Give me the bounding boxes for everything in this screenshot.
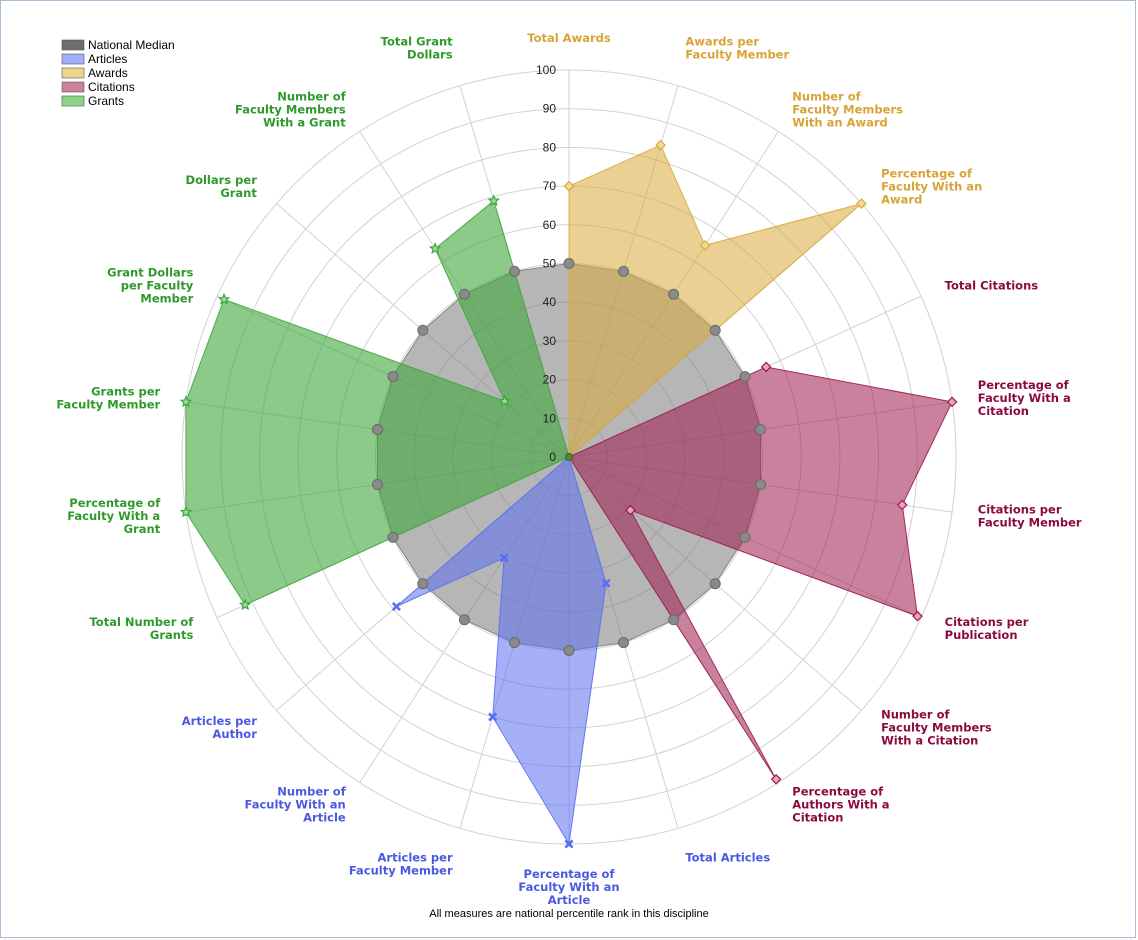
category-label-dollars-per-grant: Dollars per Grant <box>186 173 258 200</box>
legend-label-citations: Citations <box>88 80 135 94</box>
category-label-total-awards: Total Awards <box>527 31 611 45</box>
category-label-articles-per-author: Articles per Author <box>182 714 257 741</box>
marker-national-median-11 <box>563 645 575 656</box>
category-label-number-of-faculty-with-an-article: Number of Faculty With an Article <box>245 784 347 824</box>
category-label-number-of-faculty-members-with-an-award: Number of Faculty Members With an Award <box>792 90 903 130</box>
legend-swatch-citations <box>61 81 85 93</box>
marker-national-median-13 <box>458 614 470 626</box>
marker-national-median-17 <box>371 423 383 435</box>
marker-grants-15 <box>238 598 252 611</box>
marker-national-median-19 <box>417 324 429 336</box>
marker-national-median-9 <box>668 614 680 626</box>
marker-citations-8 <box>625 504 636 516</box>
marker-national-median-15 <box>387 531 399 543</box>
legend-label-national-median: National Median <box>88 38 175 52</box>
marker-awards-3 <box>856 198 867 209</box>
tick-label-20: 20 <box>543 373 557 387</box>
category-label-number-of-faculty-members-with-a-citation: Number of Faculty Members With a Citation <box>881 707 992 747</box>
marker-citations-7 <box>912 610 923 622</box>
marker-national-median-14 <box>417 578 429 590</box>
marker-awards-0 <box>563 180 575 192</box>
tick-label-90: 90 <box>543 102 557 116</box>
marker-articles-11 <box>564 839 574 849</box>
chart-footnote: All measures are national percentile ran… <box>429 908 708 920</box>
marker-grants-19 <box>498 394 511 407</box>
category-label-total-articles: Total Articles <box>685 850 770 864</box>
marker-national-median-5 <box>755 423 767 435</box>
marker-grants-21 <box>487 194 500 207</box>
marker-national-median-4 <box>739 371 751 383</box>
tick-label-10: 10 <box>543 411 557 425</box>
legend-swatch-awards <box>61 67 85 79</box>
category-label-articles-per-faculty-member: Articles per Faculty Member <box>349 850 453 877</box>
radar-series-markers <box>179 139 958 849</box>
category-label-percentage-of-faculty-with-an-article: Percentage of Faculty With an Article <box>518 867 619 907</box>
category-label-citations-per-publication: Citations per Publication <box>945 615 1029 642</box>
marker-national-median-7 <box>739 531 751 543</box>
marker-national-median-3 <box>709 324 721 336</box>
tick-label-60: 60 <box>543 218 557 232</box>
marker-national-median-2 <box>668 288 680 300</box>
center-marker <box>565 453 573 461</box>
marker-articles-14 <box>391 602 401 612</box>
category-label-grants-per-faculty-member: Grants per Faculty Member <box>56 385 160 412</box>
legend-swatch-grants <box>61 95 85 107</box>
tick-label-40: 40 <box>543 295 557 309</box>
legend-swatch-national-median <box>61 39 85 51</box>
marker-articles-12 <box>488 712 498 722</box>
series-area-awards <box>568 144 862 459</box>
radial-axis-ticks: 0 10 20 30 40 50 60 70 80 90 100 <box>536 63 556 464</box>
tick-label-70: 70 <box>543 179 557 193</box>
marker-citations-9 <box>770 773 782 785</box>
legend: National MedianArticlesAwardsCitationsGr… <box>61 38 175 108</box>
marker-national-median-6 <box>755 479 767 491</box>
marker-awards-2 <box>699 240 711 251</box>
marker-awards-1 <box>655 139 666 151</box>
category-label-awards-per-faculty-member: Awards per Faculty Member <box>685 35 789 62</box>
radar-series-areas <box>185 144 953 846</box>
tick-label-30: 30 <box>543 334 557 348</box>
legend-label-articles: Articles <box>88 52 127 66</box>
category-label-total-citations: Total Citations <box>945 278 1039 292</box>
category-label-citations-per-faculty-member: Citations per Faculty Member <box>978 502 1082 529</box>
marker-citations-5 <box>946 396 958 408</box>
legend-label-grants: Grants <box>88 94 124 108</box>
tick-label-100: 100 <box>536 63 556 77</box>
marker-articles-13 <box>499 553 509 563</box>
category-label-percentage-of-faculty-with-an-award: Percentage of Faculty With an Award <box>881 167 982 207</box>
marker-national-median-16 <box>371 479 383 491</box>
legend-swatch-articles <box>61 53 85 65</box>
marker-articles-10 <box>601 578 611 588</box>
tick-label-0: 0 <box>549 450 556 464</box>
marker-citations-4 <box>760 361 772 373</box>
tick-label-50: 50 <box>543 257 557 271</box>
marker-national-median-0 <box>563 258 575 269</box>
category-label-percentage-of-faculty-with-a-grant: Percentage of Faculty With a Grant <box>67 496 161 536</box>
category-label-grant-dollars-per-faculty-member: Grant Dollars per Faculty Member <box>107 265 194 305</box>
marker-grants-20 <box>428 242 442 254</box>
marker-national-median-20 <box>458 288 470 300</box>
marker-national-median-12 <box>508 637 520 649</box>
category-label-percentage-of-faculty-with-a-citation: Percentage of Faculty With a Citation <box>978 378 1071 418</box>
marker-citations-6 <box>896 499 908 511</box>
category-labels: Total Awards Awards per Faculty Member Numb… <box>56 31 1082 907</box>
category-label-total-number-of-grants: Total Number of Grants <box>89 615 194 642</box>
category-label-number-of-faculty-members-with-a-grant: Number of Faculty Members With a Grant <box>235 90 347 130</box>
marker-national-median-18 <box>387 371 399 383</box>
marker-national-median-21 <box>508 265 520 277</box>
tick-label-80: 80 <box>543 140 557 154</box>
legend-label-awards: Awards <box>88 66 128 80</box>
marker-national-median-10 <box>618 637 630 649</box>
marker-grants-17 <box>179 395 193 408</box>
marker-national-median-8 <box>709 578 721 590</box>
category-label-total-grant-dollars: Total Grant Dollars <box>381 35 453 62</box>
marker-national-median-1 <box>618 265 630 277</box>
category-label-percentage-of-authors-with-a-citation: Percentage of Authors With a Citation <box>792 784 889 824</box>
marker-grants-16 <box>179 505 193 518</box>
series-area-citations <box>568 366 953 780</box>
marker-grants-18 <box>217 292 231 305</box>
